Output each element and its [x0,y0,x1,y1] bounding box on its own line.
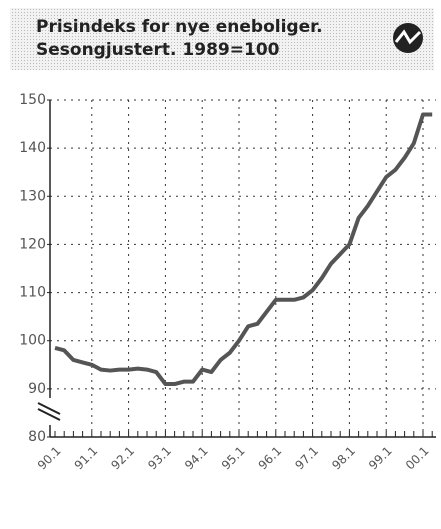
x-tick-label: 96.1 [256,444,285,473]
x-tick-label: 00.1 [403,444,432,473]
y-tick-label: 120 [19,236,46,252]
y-tick-label: 130 [19,188,46,204]
x-tick-label: 93.1 [145,444,174,473]
y-tick-label: 80 [28,429,46,445]
title-box [10,8,434,70]
chart-title: Prisindeks for nye eneboliger. [36,17,323,37]
x-tick-label: 99.1 [366,444,395,473]
y-tick-label: 140 [19,140,46,156]
x-tick-label: 90.1 [35,444,64,473]
x-tick-label: 92.1 [108,444,137,473]
x-tick-label: 97.1 [292,444,321,473]
y-tick-label: 100 [19,333,46,349]
y-tick-label: 110 [19,285,46,301]
x-tick-label: 94.1 [182,444,211,473]
x-tick-label: 95.1 [219,444,248,473]
logo [393,23,423,53]
line [54,112,433,387]
x-tick-label: 98.1 [329,444,358,473]
y-tick-label: 90 [28,381,46,397]
y-tick-label: 150 [19,92,46,108]
chart-subtitle: Sesongjustert. 1989=100 [36,40,280,60]
axis-break [37,402,61,421]
x-tick-label: 91.1 [72,444,101,473]
